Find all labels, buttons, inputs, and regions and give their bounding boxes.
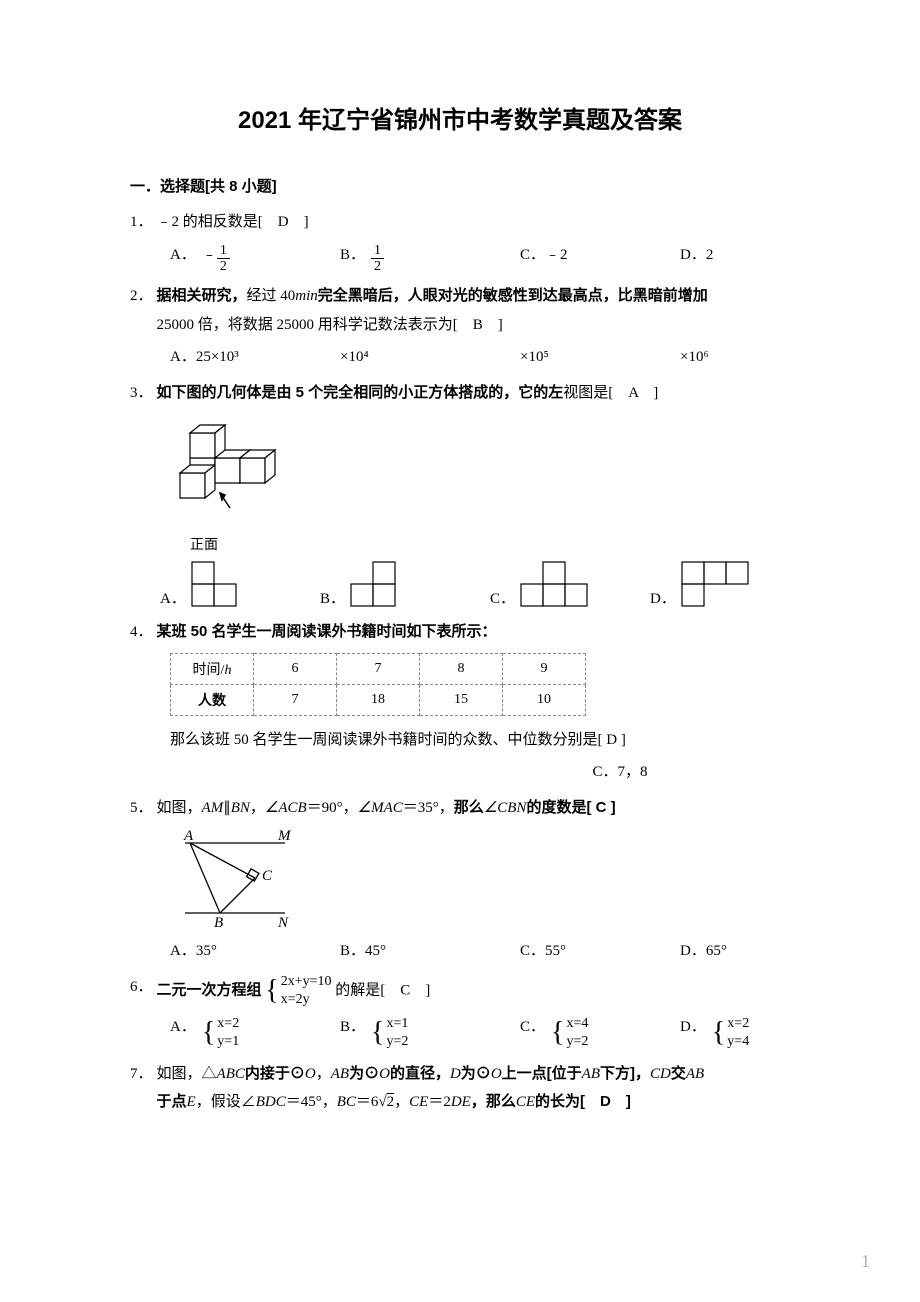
q4-table: 时间/h 6 7 8 9 人数 7 18 15 10 [170,653,586,716]
table-cell: 9 [503,653,586,684]
q3-text: 如下图的几何体是由 5 个完全相同的小正方体搭成的，它的左视图是[ A ] [157,379,790,408]
q5-opt-d: D．65° [680,939,727,965]
q6-opt-d: D． {x=2y=4 [680,1015,749,1051]
q5-opt-b: B．45° [340,939,520,965]
q6-system: { 2x+y=10x=2y [265,973,331,1009]
page-title: 2021 年辽宁省锦州市中考数学真题及答案 [130,100,790,135]
question-3: 3． 如下图的几何体是由 5 个完全相同的小正方体搭成的，它的左视图是[ A ] [130,379,790,408]
q6-opt-a: A． {x=2y=1 [170,1015,340,1051]
question-4: 4． 某班 50 名学生一周阅读课外书籍时间如下表所示： [130,618,790,647]
q5-options: A．35° B．45° C．55° D．65° [130,939,790,965]
q5-text: 如图，AM∥BN，∠ACB＝90°，∠MAC＝35°，那么∠CBN的度数是[ C… [157,794,790,823]
table-cell: 10 [503,684,586,715]
q1-num: 1． [130,208,153,237]
q1-text: ﹣2 的相反数是[ D ] [157,208,790,237]
table-row: 人数 7 18 15 10 [171,684,586,715]
q2-opt-a: A．25×10³ [170,345,340,371]
q7-text: 如图，△ABC内接于⊙O，AB为⊙O的直径，D为⊙O上一点[位于AB下方]，CD… [157,1060,790,1117]
question-5: 5． 如图，AM∥BN，∠ACB＝90°，∠MAC＝35°，那么∠CBN的度数是… [130,794,790,823]
table-cell: 15 [420,684,503,715]
q5-figure: A M C B N [170,828,790,933]
table-row: 时间/h 6 7 8 9 [171,653,586,684]
q3-opt-d: D． [650,560,772,608]
table-cell: 7 [337,653,420,684]
q3-num: 3． [130,379,153,408]
svg-text:M: M [277,828,292,844]
q1-opt-d: D．2 [680,243,713,275]
q3-3d-figure [170,413,790,528]
q6-opt-b: B． {x=1y=2 [340,1015,520,1051]
q1-opt-b: B． 12 [340,243,520,275]
question-1: 1． ﹣2 的相反数是[ D ] [130,208,790,237]
q6-num: 6． [130,973,153,1009]
section-heading: 一．选择题[共 8 小题] [130,175,790,196]
q4-options: C．7，8 [130,760,790,786]
q2-opt-c: ×10⁵ [520,345,680,371]
table-cell: 8 [420,653,503,684]
q3-opt-b: B． [320,560,490,608]
q1-options: A． ﹣ 12 B． 12 C．﹣2 D．2 [130,243,790,275]
table-cell: 人数 [171,684,254,715]
q2-text: 据相关研究，经过 40min完全黑暗后，人眼对光的敏感性到达最高点，比黑暗前增加… [157,282,790,339]
q4-text: 某班 50 名学生一周阅读课外书籍时间如下表所示： [157,618,790,647]
q3-opt-a: A． [160,560,320,608]
q1-opt-c: C．﹣2 [520,243,680,275]
q5-num: 5． [130,794,153,823]
q5-opt-a: A．35° [170,939,340,965]
q6-text: 二元一次方程组 { 2x+y=10x=2y 的解是[ C ] [157,973,790,1009]
svg-text:C: C [262,868,273,884]
q7-num: 7． [130,1060,153,1117]
q1-opt-a: A． ﹣ 12 [170,243,340,275]
q4-opt-c: C．7，8 [592,760,647,786]
q2-opt-b: ×10⁴ [340,345,520,371]
svg-text:N: N [277,915,289,928]
q2-options: A．25×10³ ×10⁴ ×10⁵ ×10⁶ [130,345,790,371]
q4-num: 4． [130,618,153,647]
table-cell: 6 [254,653,337,684]
q3-front-label: 正面 [190,534,790,554]
svg-text:B: B [214,915,223,928]
table-cell: 18 [337,684,420,715]
question-6: 6． 二元一次方程组 { 2x+y=10x=2y 的解是[ C ] [130,973,790,1009]
q5-opt-c: C．55° [520,939,680,965]
svg-text:A: A [183,828,194,844]
table-cell: 时间/h [171,653,254,684]
q4-conclusion: 那么该班 50 名学生一周阅读课外书籍时间的众数、中位数分别是[ D ] [130,726,790,755]
q2-opt-d: ×10⁶ [680,345,709,371]
q3-opt-c: C． [490,560,650,608]
table-cell: 7 [254,684,337,715]
q6-opt-c: C． {x=4y=2 [520,1015,680,1051]
page-number: 1 [861,1251,870,1272]
q2-num: 2． [130,282,153,339]
q6-options: A． {x=2y=1 B． {x=1y=2 C． {x=4y=2 D． {x=2… [130,1015,790,1051]
q3-options: A． B． C． D． [130,560,790,608]
question-7: 7． 如图，△ABC内接于⊙O，AB为⊙O的直径，D为⊙O上一点[位于AB下方]… [130,1060,790,1117]
question-2: 2． 据相关研究，经过 40min完全黑暗后，人眼对光的敏感性到达最高点，比黑暗… [130,282,790,339]
